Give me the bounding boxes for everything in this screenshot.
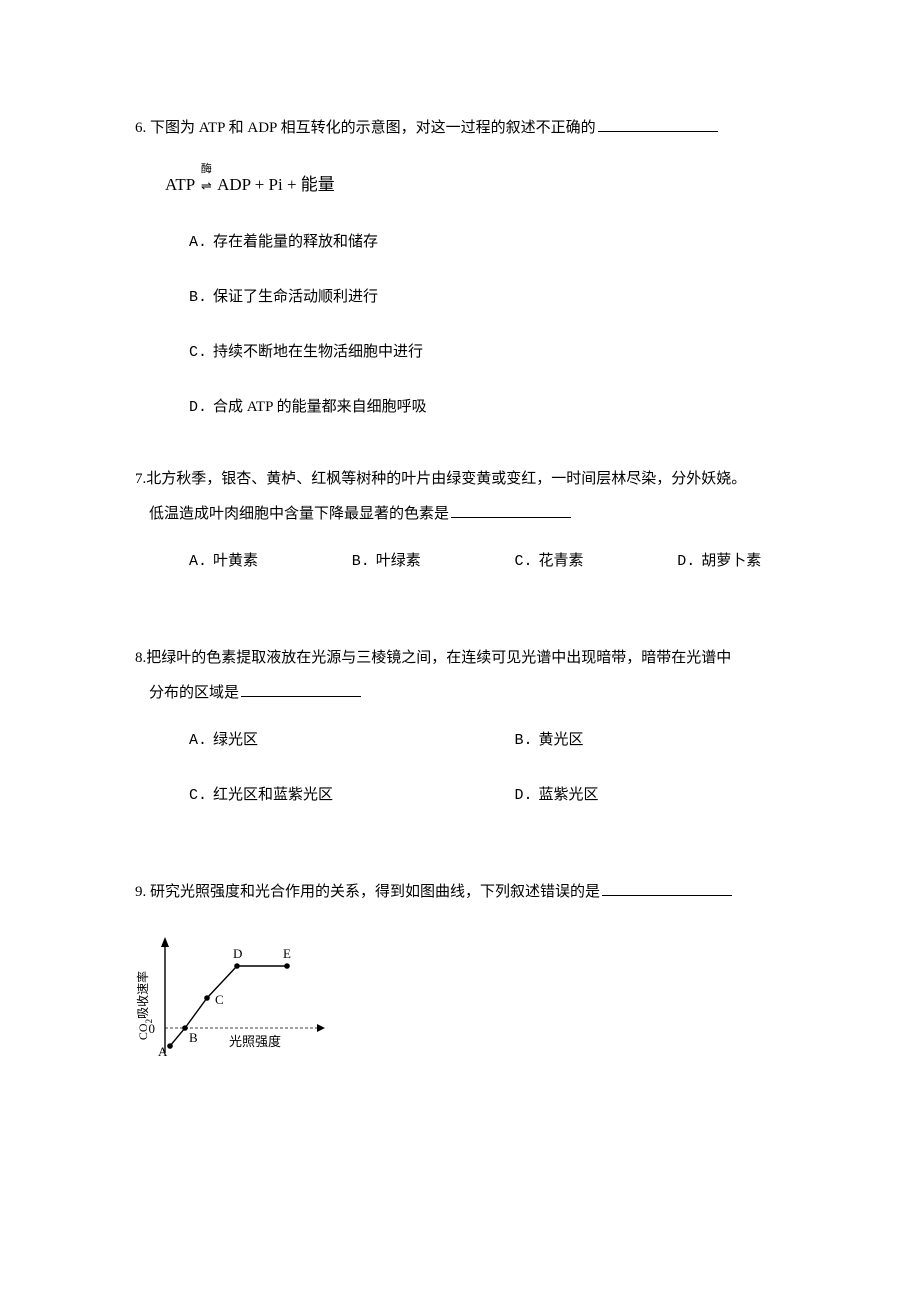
q7-prompt-cont: 低温造成叶肉细胞中含量下降最显著的色素是 xyxy=(135,501,840,528)
svg-text:A: A xyxy=(158,1044,168,1059)
eq-rhs: ADP + Pi + 能量 xyxy=(217,175,335,194)
svg-text:光照强度: 光照强度 xyxy=(229,1034,281,1049)
q8-options: A. 绿光区 B. 黄光区 C. 红光区和蓝紫光区 D. 蓝紫光区 xyxy=(135,727,840,809)
opt-label-c: C. xyxy=(189,787,207,804)
q8-prompt-cont: 分布的区域是 xyxy=(135,680,840,707)
q7-text-l2: 低温造成叶肉细胞中含量下降最显著的色素是 xyxy=(149,506,449,522)
q9-blank xyxy=(602,881,732,896)
q7-option-c: C. 花青素 xyxy=(515,548,678,575)
q8-option-a: A. 绿光区 xyxy=(189,727,515,754)
q6-prompt: 6. 下图为 ATP 和 ADP 相互转化的示意图，对这一过程的叙述不正确的 xyxy=(135,115,840,142)
q7-opt-c-text: 花青素 xyxy=(539,553,584,569)
q6-options: A. 存在着能量的释放和储存 B. 保证了生命活动顺利进行 C. 持续不断地在生物活细… xyxy=(135,229,840,421)
q6-opt-d-text: 合成 ATP 的能量都来自细胞呼吸 xyxy=(213,399,427,415)
q8-option-b: B. 黄光区 xyxy=(515,727,841,754)
q7-option-b: B. 叶绿素 xyxy=(352,548,515,575)
q9-text: 研究光照强度和光合作用的关系，得到如图曲线，下列叙述错误的是 xyxy=(150,884,600,900)
opt-label-c: C. xyxy=(189,344,207,361)
q6-text: 下图为 ATP 和 ADP 相互转化的示意图，对这一过程的叙述不正确的 xyxy=(150,120,596,136)
opt-label-c: C. xyxy=(515,553,533,570)
opt-label-a: A. xyxy=(189,732,207,749)
eq-arrow: 酶 ⇌ xyxy=(201,174,212,197)
q8-option-d: D. 蓝紫光区 xyxy=(515,782,841,809)
q6-opt-c-text: 持续不断地在生物活细胞中进行 xyxy=(213,344,423,360)
q7-blank xyxy=(451,503,571,518)
opt-label-b: B. xyxy=(189,289,207,306)
q7-option-a: A. 叶黄素 xyxy=(189,548,352,575)
opt-label-a: A. xyxy=(189,234,207,251)
q8-opt-b-text: 黄光区 xyxy=(539,732,584,748)
svg-text:E: E xyxy=(283,946,291,961)
opt-label-b: B. xyxy=(515,732,533,749)
q7-number: 7. xyxy=(135,471,146,487)
q6-option-b: B. 保证了生命活动顺利进行 xyxy=(189,284,840,311)
q8-opt-a-text: 绿光区 xyxy=(213,732,258,748)
q8-text-l2: 分布的区域是 xyxy=(149,685,239,701)
opt-label-a: A. xyxy=(189,553,207,570)
q7-option-d: D. 胡萝卜素 xyxy=(677,548,840,575)
opt-label-b: B. xyxy=(352,553,370,570)
opt-label-d: D. xyxy=(189,399,207,416)
exam-page: 6. 下图为 ATP 和 ADP 相互转化的示意图，对这一过程的叙述不正确的 A… xyxy=(0,0,920,1183)
q7-opt-a-text: 叶黄素 xyxy=(213,553,258,569)
eq-lhs: ATP xyxy=(165,175,195,194)
q6-number: 6. xyxy=(135,120,146,136)
q6-blank xyxy=(598,117,718,132)
q6-opt-b-text: 保证了生命活动顺利进行 xyxy=(213,289,378,305)
q8-prompt: 8.把绿叶的色素提取液放在光源与三棱镜之间，在连续可见光谱中出现暗带，暗带在光谱… xyxy=(135,645,840,672)
q7-prompt: 7.北方秋季，银杏、黄栌、红枫等树种的叶片由绿变黄或变红，一时间层林尽染，分外妖… xyxy=(135,466,840,493)
q8-text-l1: 把绿叶的色素提取液放在光源与三棱镜之间，在连续可见光谱中出现暗带，暗带在光谱中 xyxy=(146,650,731,666)
svg-text:B: B xyxy=(189,1030,198,1045)
q6-opt-a-text: 存在着能量的释放和储存 xyxy=(213,234,378,250)
q8-blank xyxy=(241,682,361,697)
q9-prompt: 9. 研究光照强度和光合作用的关系，得到如图曲线，下列叙述错误的是 xyxy=(135,879,840,906)
eq-enzyme-label: 酶 xyxy=(201,160,212,180)
q9-number: 9. xyxy=(135,884,146,900)
q6-option-c: C. 持续不断地在生物活细胞中进行 xyxy=(189,339,840,366)
svg-text:C: C xyxy=(215,992,224,1007)
opt-label-d: D. xyxy=(677,553,695,570)
q6-option-a: A. 存在着能量的释放和储存 xyxy=(189,229,840,256)
q8-option-c: C. 红光区和蓝紫光区 xyxy=(189,782,515,809)
q7-opt-b-text: 叶绿素 xyxy=(376,553,421,569)
q6-option-d: D. 合成 ATP 的能量都来自细胞呼吸 xyxy=(189,394,840,421)
q6-equation: ATP 酶 ⇌ ADP + Pi + 能量 xyxy=(165,170,840,201)
question-7: 7.北方秋季，银杏、黄栌、红枫等树种的叶片由绿变黄或变红，一时间层林尽染，分外妖… xyxy=(135,466,840,575)
q9-chart: 0CO2吸收速率光照强度ABCDE xyxy=(135,928,840,1078)
question-6: 6. 下图为 ATP 和 ADP 相互转化的示意图，对这一过程的叙述不正确的 A… xyxy=(135,115,840,421)
q7-opt-d-text: 胡萝卜素 xyxy=(701,553,761,569)
svg-text:D: D xyxy=(233,946,242,961)
q7-text-l1: 北方秋季，银杏、黄栌、红枫等树种的叶片由绿变黄或变红，一时间层林尽染，分外妖娆。 xyxy=(146,471,746,487)
q8-opt-d-text: 蓝紫光区 xyxy=(539,787,599,803)
q8-number: 8. xyxy=(135,650,146,666)
q7-options: A. 叶黄素 B. 叶绿素 C. 花青素 D. 胡萝卜素 xyxy=(135,548,840,575)
q8-opt-c-text: 红光区和蓝紫光区 xyxy=(213,787,333,803)
question-8: 8.把绿叶的色素提取液放在光源与三棱镜之间，在连续可见光谱中出现暗带，暗带在光谱… xyxy=(135,645,840,809)
q9-chart-svg: 0CO2吸收速率光照强度ABCDE xyxy=(135,928,355,1068)
opt-label-d: D. xyxy=(515,787,533,804)
question-9: 9. 研究光照强度和光合作用的关系，得到如图曲线，下列叙述错误的是 0CO2吸收… xyxy=(135,879,840,1078)
